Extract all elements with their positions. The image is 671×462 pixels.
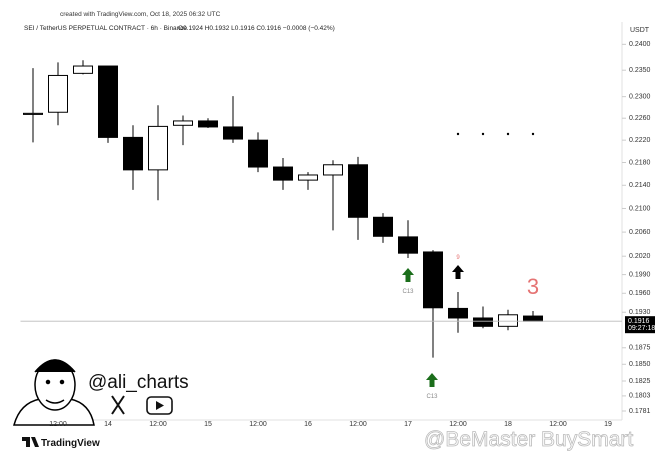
dots — [456, 132, 535, 136]
y-tick-label: 0.1960 — [629, 290, 651, 297]
y-tick-label: 0.1850 — [629, 361, 651, 368]
annotation: C13 — [402, 289, 414, 295]
x-tick-label: 14 — [104, 421, 112, 428]
created-note: created with TradingView.com, Oct 18, 20… — [60, 11, 221, 18]
candle-body — [173, 120, 193, 126]
candle-body — [23, 112, 43, 115]
candle-body — [223, 126, 243, 140]
candle-body — [148, 125, 168, 171]
candle-body — [398, 236, 418, 254]
candle-body — [98, 65, 118, 138]
youtube-icon — [146, 396, 173, 415]
y-tick-label: 0.2400 — [629, 41, 651, 48]
y-tick-label: 0.2180 — [629, 159, 651, 166]
candle-body — [423, 251, 443, 309]
x-tick-label: 18 — [504, 421, 512, 428]
x-icon — [111, 395, 125, 415]
x-tick-label: 12:00 — [549, 421, 567, 428]
candle-body — [473, 317, 493, 327]
candle-body — [323, 164, 343, 176]
x-tick-label: 12:00 — [49, 421, 67, 428]
x-tick-label: 19 — [604, 421, 612, 428]
candle-body — [48, 74, 68, 113]
plot — [20, 43, 626, 412]
x-tick-label: 17 — [404, 421, 412, 428]
y-tick-label: 0.2220 — [629, 137, 651, 144]
up-arrow — [426, 373, 438, 387]
y-tick-label: 0.1825 — [629, 378, 651, 385]
countdown: 09:27:18 — [628, 325, 655, 332]
annotation: 9 — [456, 255, 460, 261]
handle: @ali_charts — [88, 372, 189, 393]
candle-body — [198, 120, 218, 128]
symbol: SEI / TetherUS PERPETUAL CONTRACT · 6h ·… — [24, 25, 188, 32]
x-tick-label: 16 — [304, 421, 312, 428]
y-tick-label: 0.2060 — [629, 229, 651, 236]
annotation: C13 — [426, 394, 438, 400]
x-tick-label: 12:00 — [149, 421, 167, 428]
ohlc: O0.1924 H0.1932 L0.1916 C0.1916 −0.0008 … — [178, 25, 335, 32]
candle-body — [73, 65, 93, 74]
y-tick-label: 0.1875 — [629, 345, 651, 352]
up-arrow — [452, 265, 464, 279]
y-tick-label: 0.1930 — [629, 309, 651, 316]
x-tick-label: 12:00 — [349, 421, 367, 428]
y-tick-label: 0.2020 — [629, 253, 651, 260]
price-tag-label: 0.1916 — [628, 318, 650, 325]
avatar — [13, 359, 95, 426]
candle-body — [498, 314, 518, 327]
y-tick-label: 0.1990 — [629, 271, 651, 278]
y-tick-label: 0.2300 — [629, 93, 651, 100]
candle-body — [448, 307, 468, 319]
price-tag — [625, 316, 655, 334]
y-axis-label: USDT — [630, 27, 650, 34]
y-tick-label: 0.2260 — [629, 115, 651, 122]
x-tick-label: 15 — [204, 421, 212, 428]
candle-body — [373, 216, 393, 237]
x-tick-label: 12:00 — [249, 421, 267, 428]
x-tick-label: 12:00 — [449, 421, 467, 428]
annotation: 3 — [527, 274, 539, 299]
overlay-watermark: @BeMaster BuySmart — [424, 428, 633, 451]
y-tick-label: 0.2100 — [629, 205, 651, 212]
candle-body — [298, 174, 318, 181]
y-tick-label: 0.2350 — [629, 67, 651, 74]
candle-body — [248, 139, 268, 168]
y-tick-label: 0.1781 — [629, 408, 651, 415]
y-tick-label: 0.2140 — [629, 182, 651, 189]
candle-body — [273, 166, 293, 181]
youtube-play — [156, 401, 164, 410]
candle-body — [123, 136, 143, 171]
up-arrow — [402, 268, 414, 282]
y-tick-label: 0.1803 — [629, 393, 651, 400]
brand: TradingView — [41, 438, 100, 449]
tv-logo — [22, 437, 39, 447]
candle-body — [348, 164, 368, 218]
candle-body — [523, 315, 543, 322]
